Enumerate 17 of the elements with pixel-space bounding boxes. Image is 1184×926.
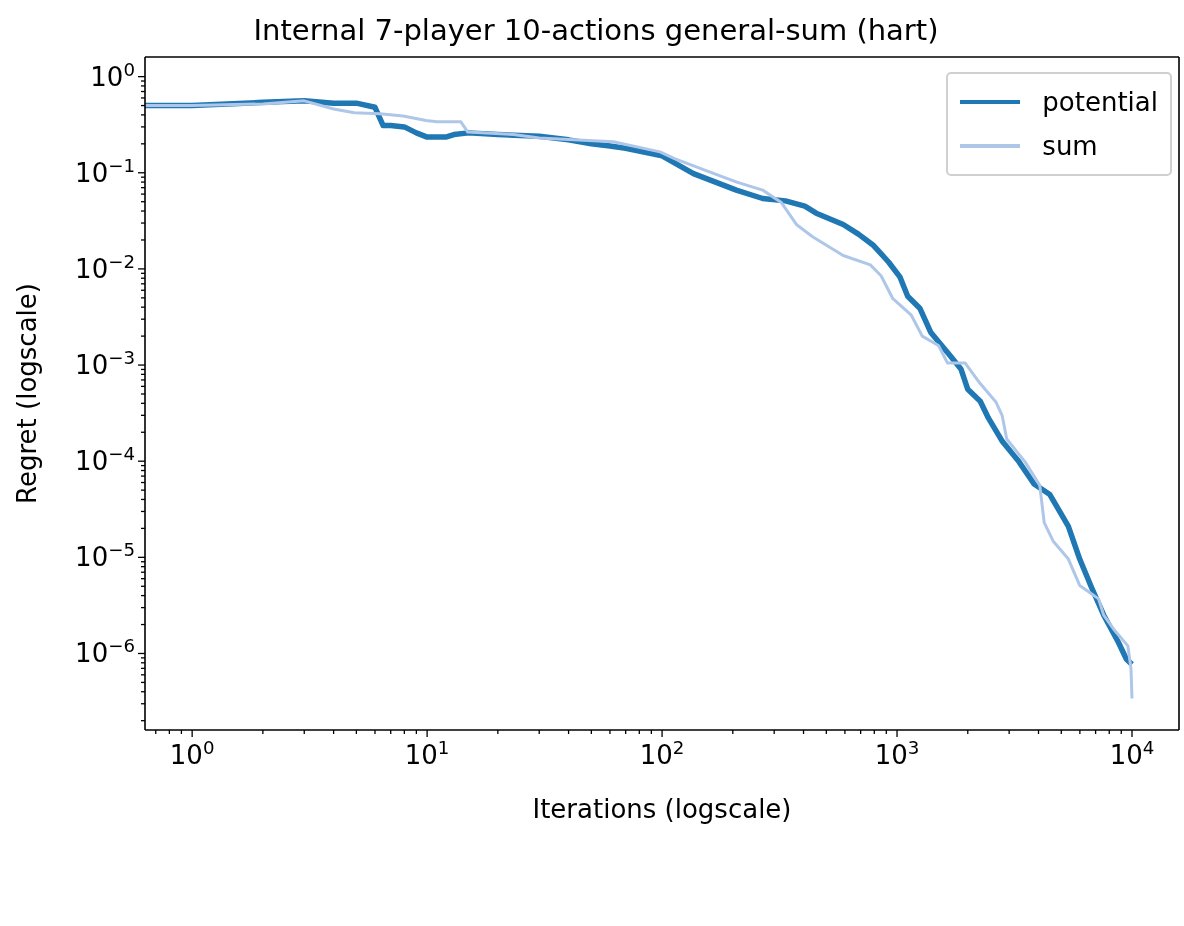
x-axis-title: Iterations (logscale) xyxy=(532,794,792,824)
x-tick-label: 10$^{3}$ xyxy=(874,736,920,770)
y-tick-label: 10$^{−2}$ xyxy=(75,250,135,284)
y-tick-label: 10$^{0}$ xyxy=(90,58,135,92)
x-tick-label: 10$^{1}$ xyxy=(404,736,450,770)
y-tick-label: 10$^{−1}$ xyxy=(75,154,135,188)
legend-label: potential xyxy=(1042,87,1158,117)
y-tick-label: 10$^{−5}$ xyxy=(75,538,135,573)
x-tick-label: 10$^{4}$ xyxy=(1109,736,1155,770)
y-axis-title: Regret (logscale) xyxy=(12,283,42,504)
chart-title: Internal 7-player 10-actions general-sum (hart) xyxy=(252,12,940,49)
x-tick-label: 10$^{2}$ xyxy=(639,736,685,770)
y-tick-label: 10$^{−4}$ xyxy=(75,442,135,477)
y-tick-label: 10$^{−3}$ xyxy=(75,346,135,381)
legend-label: sum xyxy=(1042,131,1098,161)
x-tick-label: 10$^{0}$ xyxy=(169,736,215,770)
y-tick-label: 10$^{−6}$ xyxy=(75,634,135,669)
